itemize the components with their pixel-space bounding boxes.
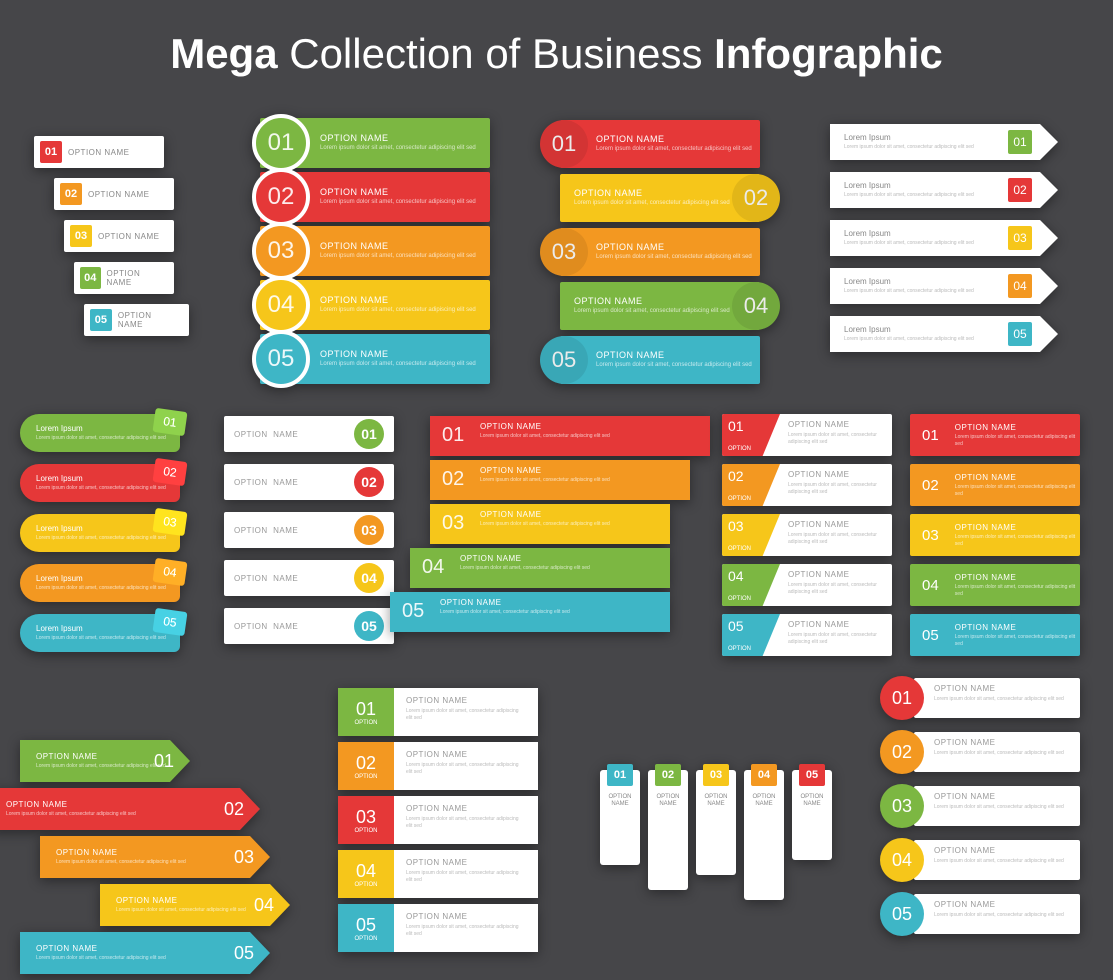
vertical-card: 03OPTIONNAME [696, 770, 736, 875]
ring-bar: 04OPTION NAMELorem ipsum dolor sit amet,… [260, 280, 490, 330]
vertical-card: 01OPTIONNAME [600, 770, 640, 865]
set-8: 01OPTIONOPTION NAMELorem ipsum dolor sit… [722, 414, 892, 664]
white-circle-bar: OPTION NAME04 [224, 560, 394, 596]
arrow-bar: Lorem IpsumLorem ipsum dolor sit amet, c… [830, 220, 1040, 256]
rounded-bar: 01Lorem IpsumLorem ipsum dolor sit amet,… [20, 414, 180, 452]
pentagon-bar: .s10-item:nth-child(5) .s10-main::after{… [20, 932, 250, 974]
stack-bar: 03OPTION NAMELorem ipsum dolor sit amet,… [430, 504, 670, 544]
stack-bar: 01OPTION NAMELorem ipsum dolor sit amet,… [430, 416, 710, 456]
ring-bar: 05OPTION NAMELorem ipsum dolor sit amet,… [260, 334, 490, 384]
set-6: OPTION NAME01 OPTION NAME02 OPTION NAME03 O… [224, 416, 394, 656]
circle-card: 03OPTION NAMELorem ipsum dolor sit amet,… [880, 784, 1080, 828]
square-bar: 01OPTIONOPTION NAMELorem ipsum dolor sit… [338, 688, 538, 736]
vertical-card: 04OPTIONNAME [744, 770, 784, 900]
color-bar: 04OPTION NAMELorem ipsum dolor sit amet,… [910, 564, 1080, 606]
color-bar: 03OPTION NAMELorem ipsum dolor sit amet,… [910, 514, 1080, 556]
ring-bar: 01OPTION NAMELorem ipsum dolor sit amet,… [260, 118, 490, 168]
diag-card: 03OPTIONOPTION NAMELorem ipsum dolor sit… [722, 514, 892, 556]
white-circle-bar: OPTION NAME05 [224, 608, 394, 644]
side-circle-bar: 02OPTION NAMELorem ipsum dolor sit amet,… [560, 174, 760, 222]
diag-card: 02OPTIONOPTION NAMELorem ipsum dolor sit… [722, 464, 892, 506]
diag-card: 04OPTIONOPTION NAMELorem ipsum dolor sit… [722, 564, 892, 606]
square-bar: 04OPTIONOPTION NAMELorem ipsum dolor sit… [338, 850, 538, 898]
square-bar: 02OPTIONOPTION NAMELorem ipsum dolor sit… [338, 742, 538, 790]
stack-bar: 05OPTION NAMELorem ipsum dolor sit amet,… [390, 592, 670, 632]
vertical-card: 02OPTIONNAME [648, 770, 688, 890]
rounded-bar: 03Lorem IpsumLorem ipsum dolor sit amet,… [20, 514, 180, 552]
set-9: 01OPTION NAMELorem ipsum dolor sit amet,… [910, 414, 1080, 664]
arrow-bar: Lorem IpsumLorem ipsum dolor sit amet, c… [830, 316, 1040, 352]
arrow-bar: Lorem IpsumLorem ipsum dolor sit amet, c… [830, 124, 1040, 160]
set-4: Lorem IpsumLorem ipsum dolor sit amet, c… [830, 124, 1040, 364]
vertical-card: 05OPTIONNAME [792, 770, 832, 860]
small-tag: 02OPTION NAME [54, 178, 174, 210]
white-circle-bar: OPTION NAME03 [224, 512, 394, 548]
pentagon-bar: .s10-item:nth-child(3) .s10-main::after{… [40, 836, 250, 878]
stack-bar: 04OPTION NAMELorem ipsum dolor sit amet,… [410, 548, 670, 588]
side-circle-bar: 05OPTION NAMELorem ipsum dolor sit amet,… [560, 336, 760, 384]
side-circle-bar: 01OPTION NAMELorem ipsum dolor sit amet,… [560, 120, 760, 168]
color-bar: 05OPTION NAMELorem ipsum dolor sit amet,… [910, 614, 1080, 656]
white-circle-bar: OPTION NAME02 [224, 464, 394, 500]
ring-bar: 03OPTION NAMELorem ipsum dolor sit amet,… [260, 226, 490, 276]
small-tag: 04OPTION NAME [74, 262, 174, 294]
circle-card: 04OPTION NAMELorem ipsum dolor sit amet,… [880, 838, 1080, 882]
square-bar: 03OPTIONOPTION NAMELorem ipsum dolor sit… [338, 796, 538, 844]
ring-bar: 02OPTION NAMELorem ipsum dolor sit amet,… [260, 172, 490, 222]
color-bar: 01OPTION NAMELorem ipsum dolor sit amet,… [910, 414, 1080, 456]
color-bar: 02OPTION NAMELorem ipsum dolor sit amet,… [910, 464, 1080, 506]
main-title: Mega Collection of Business Infographic [0, 30, 1113, 78]
small-tag: 01OPTION NAME [34, 136, 164, 168]
arrow-bar: Lorem IpsumLorem ipsum dolor sit amet, c… [830, 268, 1040, 304]
rounded-bar: 04Lorem IpsumLorem ipsum dolor sit amet,… [20, 564, 180, 602]
side-circle-bar: 03OPTION NAMELorem ipsum dolor sit amet,… [560, 228, 760, 276]
set-11: 01OPTIONOPTION NAMELorem ipsum dolor sit… [338, 688, 538, 958]
rounded-bar: 02Lorem IpsumLorem ipsum dolor sit amet,… [20, 464, 180, 502]
pentagon-bar: .s10-item:nth-child(2) .s10-main::after{… [0, 788, 240, 830]
stack-bar: 02OPTION NAMELorem ipsum dolor sit amet,… [430, 460, 690, 500]
circle-card: 01OPTION NAMELorem ipsum dolor sit amet,… [880, 676, 1080, 720]
pentagon-bar: .s10-item:nth-child(1) .s10-main::after{… [20, 740, 170, 782]
side-circle-bar: 04OPTION NAMELorem ipsum dolor sit amet,… [560, 282, 760, 330]
set-13: 01OPTION NAMELorem ipsum dolor sit amet,… [880, 676, 1080, 946]
small-tag: 05OPTION NAME [84, 304, 189, 336]
set-5: 01Lorem IpsumLorem ipsum dolor sit amet,… [20, 414, 180, 664]
set-1: 01OPTION NAME 02OPTION NAME 03OPTION NAME 0… [34, 136, 189, 346]
set-3: 01OPTION NAMELorem ipsum dolor sit amet,… [560, 120, 760, 390]
diag-card: 01OPTIONOPTION NAMELorem ipsum dolor sit… [722, 414, 892, 456]
white-circle-bar: OPTION NAME01 [224, 416, 394, 452]
set-12: 01OPTIONNAME02OPTIONNAME03OPTIONNAME04OP… [600, 770, 832, 900]
rounded-bar: 05Lorem IpsumLorem ipsum dolor sit amet,… [20, 614, 180, 652]
small-tag: 03OPTION NAME [64, 220, 174, 252]
square-bar: 05OPTIONOPTION NAMELorem ipsum dolor sit… [338, 904, 538, 952]
set-2: 01OPTION NAMELorem ipsum dolor sit amet,… [260, 118, 490, 388]
arrow-bar: Lorem IpsumLorem ipsum dolor sit amet, c… [830, 172, 1040, 208]
circle-card: 02OPTION NAMELorem ipsum dolor sit amet,… [880, 730, 1080, 774]
pentagon-bar: .s10-item:nth-child(4) .s10-main::after{… [100, 884, 270, 926]
circle-card: 05OPTION NAMELorem ipsum dolor sit amet,… [880, 892, 1080, 936]
diag-card: 05OPTIONOPTION NAMELorem ipsum dolor sit… [722, 614, 892, 656]
set-7: 01OPTION NAMELorem ipsum dolor sit amet,… [430, 416, 710, 636]
set-10: .s10-item:nth-child(1) .s10-main::after{… [20, 740, 270, 980]
